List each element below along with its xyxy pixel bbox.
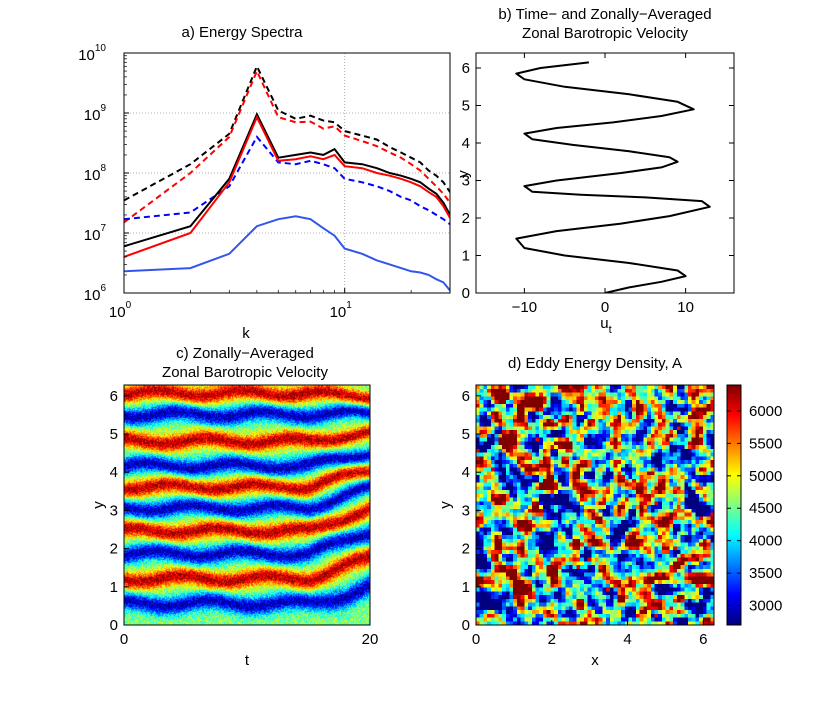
panel-b-ytick-label: 6 <box>462 60 470 77</box>
panel-d-axes-box <box>475 384 715 626</box>
panel-d-ytick-label: 4 <box>462 464 470 481</box>
panel-d-ytick-label: 0 <box>462 617 470 634</box>
panel-a-series-line-3 <box>124 111 450 248</box>
panel-a-xtick-label: 101 <box>330 300 353 321</box>
panel-a-ytick-label: 106 <box>84 283 107 304</box>
panel-a-title: a) Energy Spectra <box>182 24 304 41</box>
panel-c-xtick-label: 0 <box>120 631 128 648</box>
colorbar-tick-label: 5500 <box>749 435 782 452</box>
panel-a-energy-spectra: a) Energy Spectra 106 107 108 109 1010 100 101… <box>78 24 451 342</box>
colorbar-tick-label: 3500 <box>749 565 782 582</box>
panel-d-heatmap <box>476 385 714 625</box>
panel-c-ylabel: y <box>90 501 107 509</box>
panel-c-ytick-label: 6 <box>110 388 118 405</box>
panel-c-heatmap <box>124 385 370 625</box>
panel-a-series-line-2 <box>124 135 450 225</box>
panel-c-xlabel: t <box>245 652 250 669</box>
colorbar-tick-label: 5000 <box>749 468 782 485</box>
panel-d-ylabel: y <box>437 501 454 509</box>
colorbar-tick-label: 4000 <box>749 533 782 550</box>
panel-b-ytick-label: 3 <box>462 173 470 190</box>
panel-c-ytick-label: 1 <box>110 579 118 596</box>
panel-a-series-line-0 <box>124 63 450 202</box>
panel-c-ytick-label: 3 <box>110 502 118 519</box>
panel-b-ticks: 0 1 2 3 4 5 6 −10 0 10 <box>462 53 734 316</box>
panel-c-xtick-label: 20 <box>362 631 379 648</box>
panel-c-ytick-label: 2 <box>110 541 118 558</box>
panel-a-grid <box>124 53 450 293</box>
colorbar-gradient <box>727 385 741 625</box>
panel-b-series <box>515 61 711 293</box>
panel-a-series-line-4 <box>124 114 450 258</box>
panel-b-ytick-label: 1 <box>462 248 470 265</box>
colorbar: 3000 3500 4000 4500 5000 5500 6000 <box>726 384 782 626</box>
panel-c-title: c) Zonally−Averaged <box>176 345 314 362</box>
panel-b-xtick-label: −10 <box>512 299 537 316</box>
panel-a-series <box>124 63 450 292</box>
colorbar-tick-label: 3000 <box>749 598 782 615</box>
panel-b-subtitle: Zonal Barotropic Velocity <box>522 25 688 42</box>
panel-a-series-line-1 <box>124 68 450 224</box>
panel-c-ytick-label: 4 <box>110 464 118 481</box>
panel-a-xtick-label: 100 <box>109 300 132 321</box>
panel-b-axes-box <box>475 52 735 294</box>
panel-c-hovmoller: c) Zonally−Averaged Zonal Barotropic Vel… <box>90 345 378 669</box>
panel-b-ytick-label: 5 <box>462 98 470 115</box>
panel-d-ytick-label: 6 <box>462 388 470 405</box>
panel-a-xlabel: k <box>242 325 250 342</box>
panel-d-xlabel: x <box>591 652 599 669</box>
panel-a-series-line-5 <box>124 215 450 292</box>
panel-d-xtick-label: 0 <box>472 631 480 648</box>
panel-c-ytick-label: 0 <box>110 617 118 634</box>
panel-b-ylabel: y <box>455 170 472 178</box>
panel-d-ytick-label: 1 <box>462 579 470 596</box>
panel-d-ytick-label: 2 <box>462 541 470 558</box>
panel-a-ytick-label: 109 <box>84 103 107 124</box>
panel-b-ytick-label: 4 <box>462 135 470 152</box>
colorbar-tick-label: 6000 <box>749 403 782 420</box>
panel-d-xtick-label: 6 <box>699 631 707 648</box>
colorbar-tick-label: 4500 <box>749 500 782 517</box>
colorbar-box <box>726 384 742 626</box>
panel-b-xtick-label: 10 <box>677 299 694 316</box>
panel-b-ytick-label: 0 <box>462 285 470 302</box>
panel-b-title: b) Time− and Zonally−Averaged <box>498 6 711 23</box>
panel-b-xlabel: ut <box>600 315 611 336</box>
panel-c-ticks: 0 1 2 3 4 5 6 0 20 <box>110 388 379 648</box>
panel-d-xtick-label: 4 <box>623 631 631 648</box>
panel-c-subtitle: Zonal Barotropic Velocity <box>162 364 328 381</box>
panel-c-axes-box <box>123 384 371 626</box>
panel-b-ytick-label: 2 <box>462 210 470 227</box>
panel-b-mean-velocity: b) Time− and Zonally−Averaged Zonal Baro… <box>455 6 735 336</box>
panel-c-ytick-label: 5 <box>110 426 118 443</box>
colorbar-ticks: 3000 3500 4000 4500 5000 5500 6000 <box>727 403 782 615</box>
panel-d-ticks: 0 1 2 3 4 5 6 0 2 4 6 <box>462 388 708 648</box>
panel-d-title: d) Eddy Energy Density, A <box>508 355 682 372</box>
panel-d-xtick-label: 2 <box>548 631 556 648</box>
panel-b-xtick-label: 0 <box>601 299 609 316</box>
panel-b-series-line-0 <box>515 61 711 293</box>
panel-a-ytick-label: 1010 <box>78 43 106 64</box>
panel-d-ytick-label: 5 <box>462 426 470 443</box>
panel-d-ytick-label: 3 <box>462 502 470 519</box>
panel-a-ytick-label: 107 <box>84 223 107 244</box>
panel-a-ytick-label: 108 <box>84 163 107 184</box>
